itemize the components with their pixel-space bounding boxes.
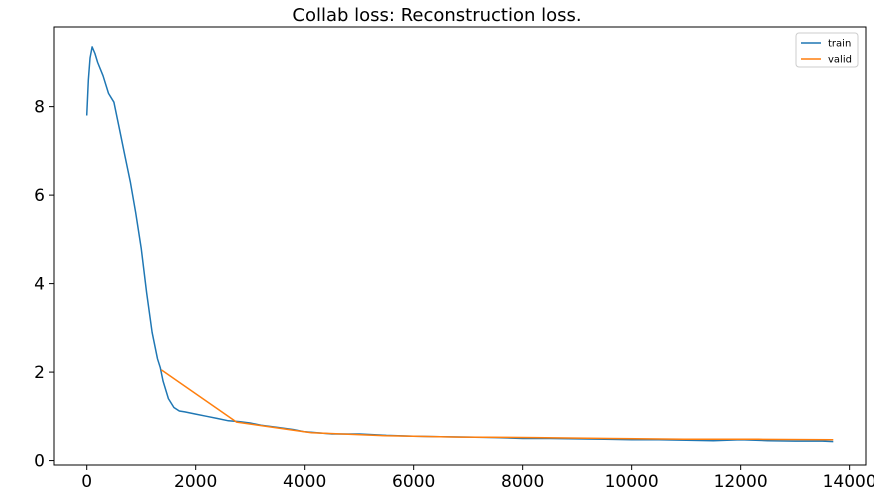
y-tick-label: 4 [34, 275, 45, 295]
series-line-valid [160, 369, 834, 441]
y-tick-label: 6 [34, 186, 45, 206]
chart-title: Collab loss: Reconstruction loss. [292, 5, 582, 26]
x-tick-label: 10000 [605, 472, 659, 492]
y-tick-label: 2 [34, 363, 45, 383]
x-tick-label: 2000 [174, 472, 217, 492]
x-axis: 0 2000 4000 6000 8000 10000 12000 14000 [81, 465, 874, 492]
x-tick-label: 4000 [283, 472, 326, 492]
plot-frame [53, 26, 867, 466]
series-lines [85, 46, 834, 443]
legend: train valid [795, 32, 859, 68]
y-tick-label: 0 [34, 452, 45, 472]
x-tick-label: 6000 [392, 472, 435, 492]
y-tick-label: 8 [34, 98, 45, 118]
x-tick-label: 8000 [501, 472, 544, 492]
legend-label-train: train [828, 39, 851, 50]
y-axis: 0 2 4 6 8 [34, 98, 54, 472]
legend-label-valid: valid [828, 55, 852, 66]
x-tick-label: 0 [81, 472, 92, 492]
series-line-train [85, 46, 834, 443]
x-tick-label: 12000 [714, 472, 768, 492]
x-tick-label: 14000 [823, 472, 874, 492]
